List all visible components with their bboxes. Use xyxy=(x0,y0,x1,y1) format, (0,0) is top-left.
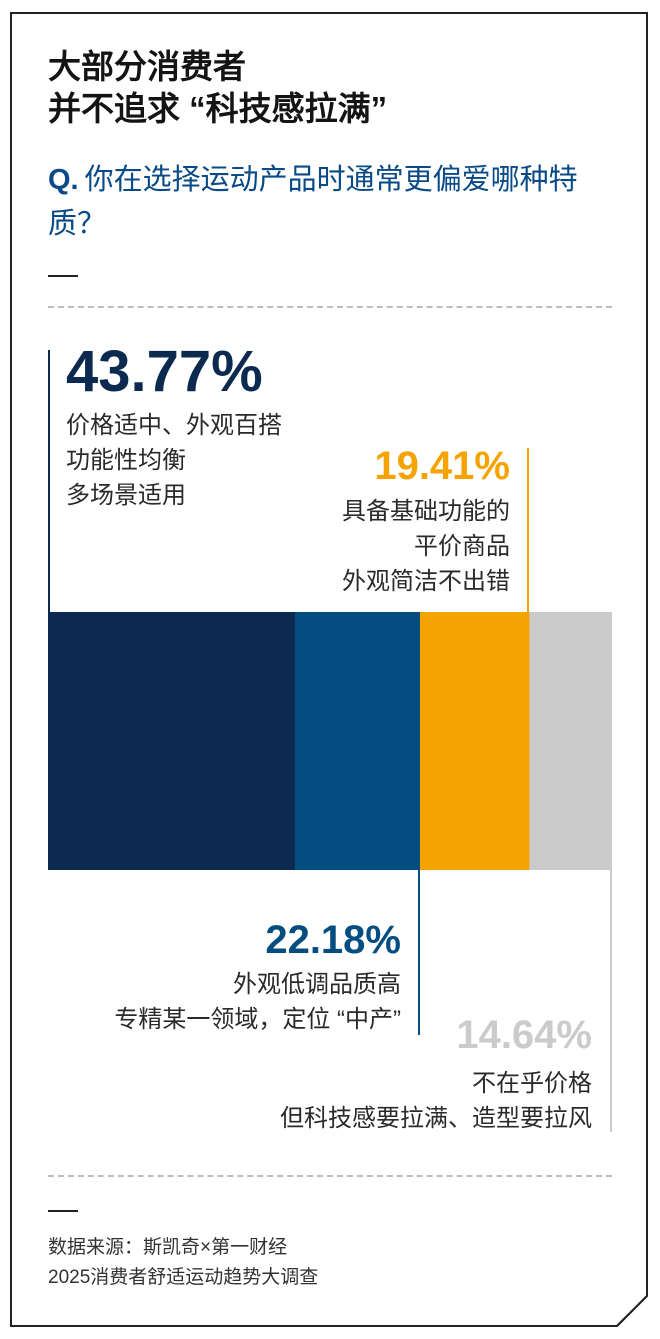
segment-1-description: 价格适中、外观百搭 功能性均衡 多场景适用 xyxy=(66,408,282,513)
segment-2-desc-line: 专精某一领域，定位 “中产” xyxy=(114,1006,401,1033)
segment-2-description: 外观低调品质高 专精某一领域，定位 “中产” xyxy=(114,967,401,1037)
bar-segment-4 xyxy=(529,612,612,870)
title-line-2: 并不追求 “科技感拉满” xyxy=(48,90,388,127)
question-text: 你在选择运动产品时通常更偏爱哪种特质？ xyxy=(48,164,578,240)
title-line-1: 大部分消费者 xyxy=(48,48,246,85)
bar-segment-2 xyxy=(294,612,421,870)
segment-1-desc-line: 多场景适用 xyxy=(66,482,186,509)
segment-3-desc-line: 平价商品 xyxy=(414,533,510,560)
survey-question: Q. 你在选择运动产品时通常更偏爱哪种特质？ xyxy=(48,158,628,246)
short-dash-top xyxy=(48,275,78,277)
source-line-2: 2025消费者舒适运动趋势大调查 xyxy=(48,1267,319,1288)
stacked-bar-chart xyxy=(48,612,612,870)
segment-1-desc-line: 功能性均衡 xyxy=(66,447,186,474)
leader-line-segment-2 xyxy=(418,870,420,1035)
dashed-divider-top xyxy=(48,306,612,308)
source-line-1: 数据来源：斯凯奇×第一财经 xyxy=(48,1237,288,1258)
segment-1-desc-line: 价格适中、外观百搭 xyxy=(66,412,282,439)
segment-2-value: 22.18% xyxy=(265,918,401,962)
leader-line-segment-4 xyxy=(610,870,612,1132)
page-title: 大部分消费者 并不追求 “科技感拉满” xyxy=(48,46,387,130)
segment-4-desc-line: 不在乎价格 xyxy=(472,1070,592,1097)
bar-segment-1 xyxy=(48,612,296,870)
segment-3-description: 具备基础功能的 平价商品 外观简洁不出错 xyxy=(342,494,510,599)
segment-4-desc-line: 但科技感要拉满、造型要拉风 xyxy=(280,1105,592,1132)
segment-4-value: 14.64% xyxy=(456,1013,592,1057)
question-prefix: Q. xyxy=(48,164,79,196)
bar-segment-3 xyxy=(419,612,530,870)
segment-1-value: 43.77% xyxy=(66,339,263,404)
segment-3-desc-line: 外观简洁不出错 xyxy=(342,568,510,595)
source-note: 数据来源：斯凯奇×第一财经 2025消费者舒适运动趋势大调查 xyxy=(48,1233,318,1293)
leader-line-segment-3 xyxy=(527,448,529,612)
segment-4-description: 不在乎价格 但科技感要拉满、造型要拉风 xyxy=(280,1066,592,1136)
dashed-divider-bottom xyxy=(48,1175,612,1177)
segment-2-desc-line: 外观低调品质高 xyxy=(233,971,401,998)
short-dash-bottom xyxy=(48,1210,78,1212)
segment-3-desc-line: 具备基础功能的 xyxy=(342,498,510,525)
segment-3-value: 19.41% xyxy=(374,444,510,488)
leader-line-segment-1 xyxy=(48,350,50,612)
